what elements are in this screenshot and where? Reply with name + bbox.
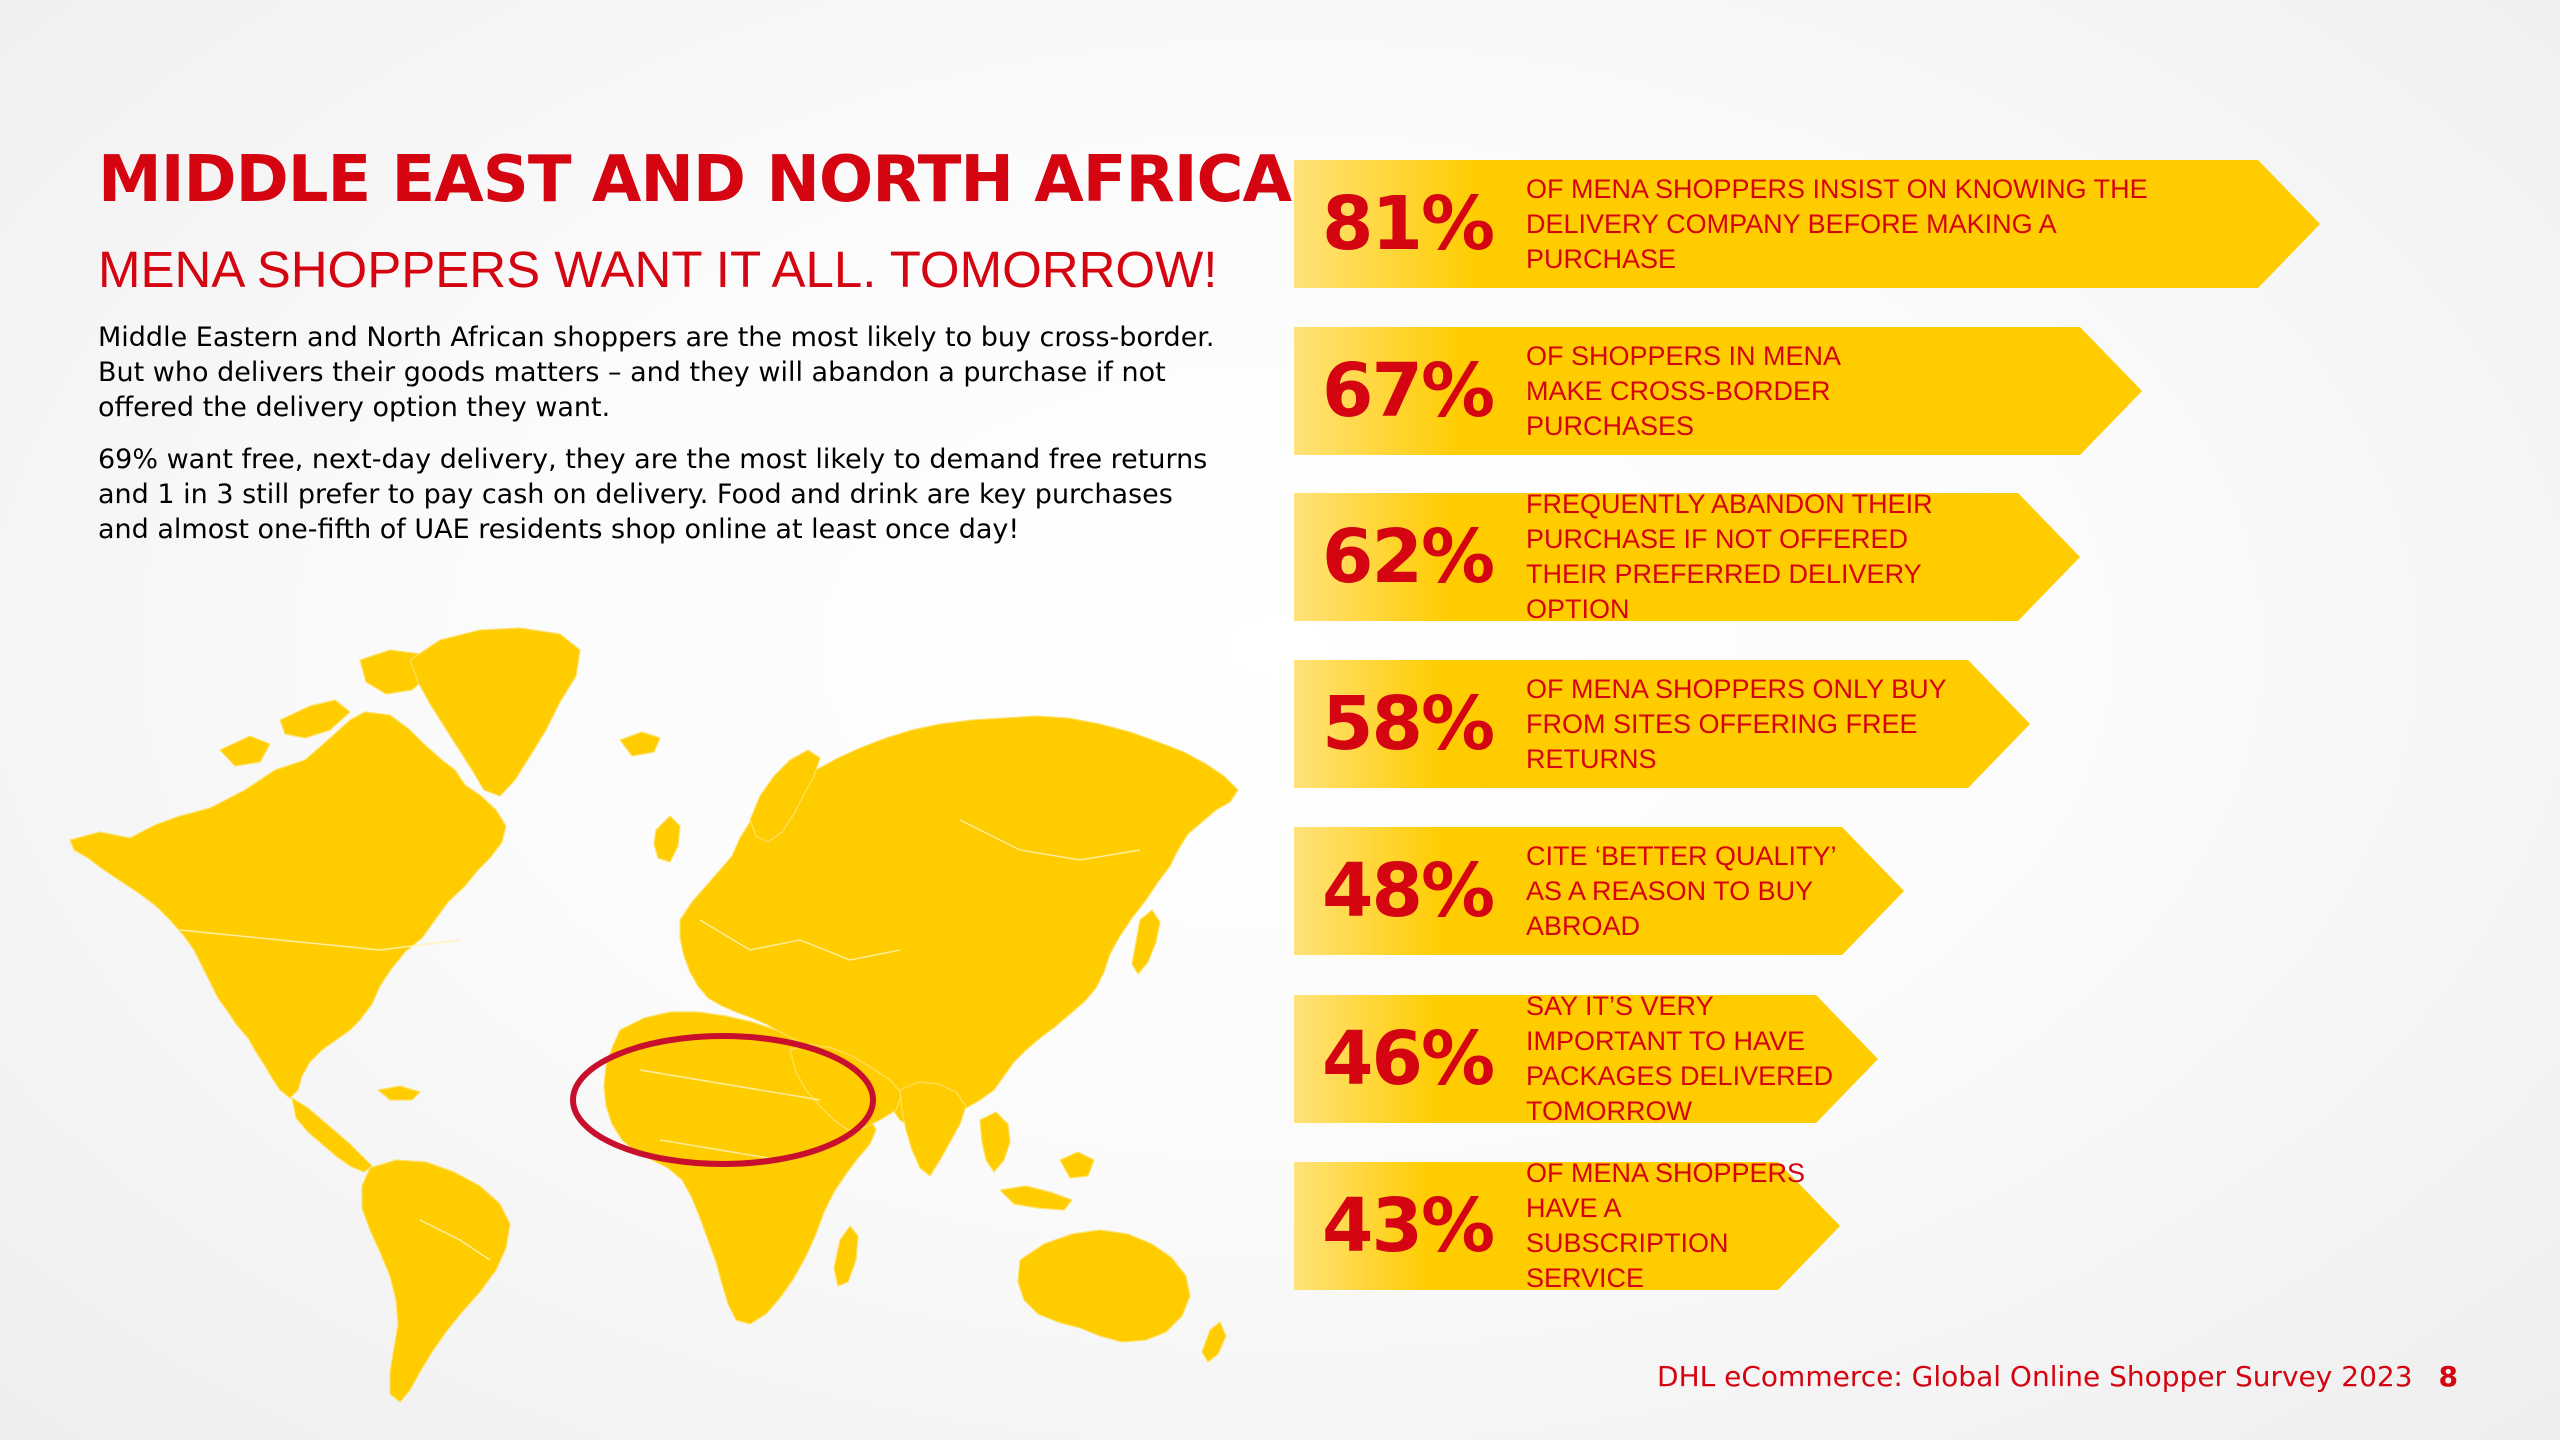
arrow-banner-shape bbox=[1294, 995, 1878, 1123]
stat-value: 81% bbox=[1322, 181, 1495, 267]
footer: DHL eCommerce: Global Online Shopper Sur… bbox=[1657, 1360, 2458, 1393]
mena-highlight-ring bbox=[570, 1033, 876, 1167]
page-title: MIDDLE EAST AND NORTH AFRICA bbox=[98, 143, 1292, 217]
stat-value: 48% bbox=[1322, 848, 1495, 934]
stat-description-text: SAY IT’S VERY IMPORTANT TO HAVE PACKAGES… bbox=[1526, 991, 1834, 1126]
india-shape bbox=[899, 1081, 967, 1177]
north-america-shape bbox=[69, 711, 507, 1099]
arrow-banner-shape bbox=[1294, 1162, 1840, 1290]
stat-banner-6: 46% SAY IT’S VERY IMPORTANT TO HAVE PACK… bbox=[1294, 991, 1878, 1126]
stat-value: 58% bbox=[1322, 681, 1495, 767]
stat-value: 62% bbox=[1322, 514, 1495, 600]
stat-description: OF MENA SHOPPERS HAVE A SUBSCRIPTION SER… bbox=[1526, 1158, 1816, 1293]
world-map bbox=[69, 627, 1239, 1403]
arrow-banner-shape bbox=[1294, 493, 2080, 621]
south-america-shape bbox=[361, 1159, 511, 1403]
stat-description-text: CITE ‘BETTER QUALITY’ AS A REASON TO BUY… bbox=[1526, 840, 1836, 941]
page-subtitle: MENA SHOPPERS WANT IT ALL. TOMORROW! bbox=[98, 241, 1218, 298]
stat-value: 43% bbox=[1322, 1183, 1495, 1269]
uk-shape bbox=[653, 815, 681, 863]
stat-description-text: FREQUENTLY ABANDON THEIR PURCHASE IF NOT… bbox=[1526, 489, 1933, 624]
japan-shape bbox=[1131, 909, 1161, 975]
stat-description-text: OF MENA SHOPPERS INSIST ON KNOWING THE D… bbox=[1526, 173, 2148, 274]
scandinavia-shape bbox=[749, 749, 821, 843]
stat-description-text: OF MENA SHOPPERS HAVE A SUBSCRIPTION SER… bbox=[1526, 1158, 1806, 1293]
arrow-banner-shape bbox=[1294, 327, 2142, 455]
stat-description: OF MENA SHOPPERS ONLY BUY FROM SITES OFF… bbox=[1526, 660, 2006, 788]
iceland-shape bbox=[619, 731, 661, 757]
stat-description: SAY IT’S VERY IMPORTANT TO HAVE PACKAGES… bbox=[1526, 991, 1856, 1126]
intro-paragraph: Middle Eastern and North African shopper… bbox=[98, 322, 1215, 423]
stat-banner-5: 48% CITE ‘BETTER QUALITY’ AS A REASON TO… bbox=[1294, 827, 1904, 955]
australia-shape bbox=[1017, 1229, 1191, 1343]
stat-description-text: OF MENA SHOPPERS ONLY BUY FROM SITES OFF… bbox=[1526, 673, 1947, 774]
arrow-banner-shape bbox=[1294, 827, 1904, 955]
greenland-shape bbox=[409, 627, 581, 797]
new-zealand-shape bbox=[1201, 1321, 1227, 1363]
stat-description: CITE ‘BETTER QUALITY’ AS A REASON TO BUY… bbox=[1526, 827, 1846, 955]
stat-banner-2: 67% OF SHOPPERS IN MENA MAKE CROSS-BORDE… bbox=[1294, 327, 2142, 455]
madagascar-shape bbox=[833, 1225, 859, 1287]
arrow-banner-shape bbox=[1294, 160, 2320, 288]
stat-description: FREQUENTLY ABANDON THEIR PURCHASE IF NOT… bbox=[1526, 489, 1966, 624]
stat-description: OF MENA SHOPPERS INSIST ON KNOWING THE D… bbox=[1526, 160, 2206, 288]
stat-description-text: OF SHOPPERS IN MENA MAKE CROSS-BORDER PU… bbox=[1526, 340, 1840, 441]
stat-banner-4: 58% OF MENA SHOPPERS ONLY BUY FROM SITES… bbox=[1294, 660, 2030, 788]
footer-source: DHL eCommerce: Global Online Shopper Sur… bbox=[1657, 1360, 2413, 1393]
page-number: 8 bbox=[2438, 1360, 2458, 1393]
stat-description: OF SHOPPERS IN MENA MAKE CROSS-BORDER PU… bbox=[1526, 327, 1906, 455]
detail-paragraph: 69% want free, next-day delivery, they a… bbox=[98, 444, 1208, 545]
southeast-asia-shape bbox=[979, 1111, 1095, 1211]
arrow-banner-shape bbox=[1294, 660, 2030, 788]
stat-banner-3: 62% FREQUENTLY ABANDON THEIR PURCHASE IF… bbox=[1294, 489, 2080, 624]
stat-value: 67% bbox=[1322, 348, 1495, 434]
stat-banner-1: 81% OF MENA SHOPPERS INSIST ON KNOWING T… bbox=[1294, 160, 2320, 288]
stat-banner-7: 43% OF MENA SHOPPERS HAVE A SUBSCRIPTION… bbox=[1294, 1158, 1840, 1293]
central-america-shape bbox=[291, 1085, 421, 1173]
stat-value: 46% bbox=[1322, 1016, 1495, 1102]
